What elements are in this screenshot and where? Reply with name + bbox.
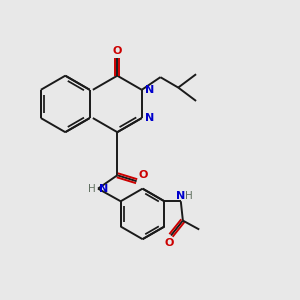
Text: N: N: [176, 191, 185, 201]
Text: N: N: [145, 113, 154, 123]
Text: N: N: [145, 85, 154, 95]
Text: O: O: [139, 170, 148, 180]
Text: N: N: [99, 184, 108, 194]
Text: O: O: [112, 46, 122, 56]
Text: O: O: [165, 238, 174, 248]
Text: H: H: [185, 191, 193, 201]
Text: H: H: [88, 184, 96, 194]
